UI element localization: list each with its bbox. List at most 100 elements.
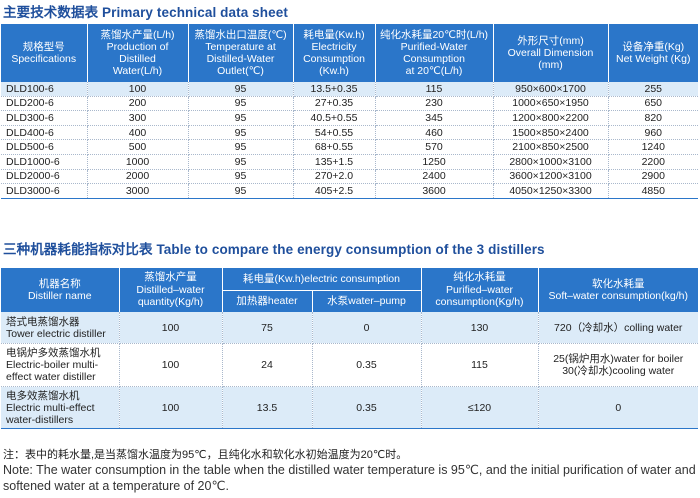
table-cell: 820 (608, 110, 698, 126)
table-cell: 1200×800×2200 (493, 110, 609, 126)
table-cell: 135+1.5 (293, 154, 376, 170)
table-cell: 115 (421, 343, 539, 387)
table-cell: 100 (87, 82, 189, 97)
note-english: Note: The water consumption in the table… (3, 463, 696, 493)
table-cell: DLD500-6 (1, 139, 88, 155)
table-cell: 95 (188, 96, 294, 112)
table-cell: 95 (188, 82, 294, 97)
table-row: DLD3000-6 3000 95 405+2.5 3600 4050×1250×3300… (1, 183, 698, 199)
table-cell: 270+2.0 (293, 169, 376, 185)
table-cell: 2100×850×2500 (493, 139, 609, 155)
table-cell: 2200 (608, 154, 698, 170)
col-header: 蒸馏水出口温度(℃) Temperature at Distilled-Water O… (188, 24, 294, 82)
table-row: DLD200-6 200 95 27+0.35 230 1000×650×1950 650 (1, 96, 698, 112)
table-cell: 13.5+0.35 (293, 82, 376, 97)
table-cell: 塔式电蒸馏水器 Tower electric distiller (1, 312, 120, 344)
col-header-soft-water: 软化水耗量 Soft–water consumption(kg/h) (538, 268, 698, 312)
col-header: 耗电量(Kw.h) Electricity Consumption (Kw.h) (293, 24, 376, 82)
table-cell: 54+0.55 (293, 125, 376, 141)
table-cell: 0 (538, 386, 698, 429)
table-cell: 460 (375, 125, 494, 141)
table-cell: 0.35 (312, 343, 422, 387)
table-cell: 100 (119, 312, 223, 344)
table-cell: 200 (87, 96, 189, 112)
table-row: 塔式电蒸馏水器 Tower electric distiller 100 75 0 130… (1, 312, 698, 344)
table-cell: ≤120 (421, 386, 539, 429)
table-cell: 400 (87, 125, 189, 141)
table-cell: 960 (608, 125, 698, 141)
table-cell: DLD2000-6 (1, 169, 88, 185)
table-cell: 95 (188, 125, 294, 141)
table-cell: 720（冷却水）colling water (538, 312, 698, 344)
table-cell: 25(锅炉用水)water for boiler 30(冷却水)cooling w… (538, 343, 698, 387)
table-cell: 100 (119, 386, 223, 429)
table-cell: 2900 (608, 169, 698, 185)
table-cell: 500 (87, 139, 189, 155)
table-cell: 电多效蒸馏水机 Electric multi-effect water-distil… (1, 386, 120, 429)
col-header: 规格型号 Specifications (1, 24, 88, 82)
table-cell: DLD3000-6 (1, 183, 88, 199)
col-header-electric-consumption: 耗电量(Kw.h)electric consumption (222, 268, 422, 291)
table-cell: 130 (421, 312, 539, 344)
table-cell: 1500×850×2400 (493, 125, 609, 141)
table-cell: 4050×1250×3300 (493, 183, 609, 199)
table-cell: 300 (87, 110, 189, 126)
table-cell: DLD200-6 (1, 96, 88, 112)
table2-title: 三种机器耗能指标对比表 Table to compare the energy … (3, 242, 545, 257)
table-cell: 0 (312, 312, 422, 344)
table-cell: DLD1000-6 (1, 154, 88, 170)
table-cell: 27+0.35 (293, 96, 376, 112)
table-cell: 2400 (375, 169, 494, 185)
col-header-water-pump: 水泵water–pump (312, 290, 422, 312)
table-row: 电锅炉多效蒸馏水机 Electric-boiler multi-effect wa… (1, 343, 698, 387)
table-cell: 95 (188, 139, 294, 155)
table-cell: DLD300-6 (1, 110, 88, 126)
table-cell: 95 (188, 183, 294, 199)
col-header: 外形尺寸(mm) Overall Dimension (mm) (493, 24, 609, 82)
col-header: 蒸馏水产量(L/h) Production of Distilled Water(L/… (87, 24, 189, 82)
col-header-quantity: 蒸馏水产量 Distilled–water quantity(Kg/h) (119, 268, 223, 312)
table-cell: 2800×1000×3100 (493, 154, 609, 170)
table-cell: 95 (188, 110, 294, 126)
table-row: DLD100-6 100 95 13.5+0.35 115 950×600×1700 255 (1, 82, 698, 97)
table-cell: 650 (608, 96, 698, 112)
table-cell: 3600 (375, 183, 494, 199)
table-cell: 405+2.5 (293, 183, 376, 199)
table-cell: 4850 (608, 183, 698, 199)
table-row: DLD1000-6 1000 95 135+1.5 1250 2800×1000×3100… (1, 154, 698, 170)
table-cell: 255 (608, 82, 698, 97)
table-row: DLD300-6 300 95 40.5+0.55 345 1200×800×2200 82… (1, 110, 698, 126)
col-header: 设备净重(Kg) Net Weight (Kg) (608, 24, 698, 82)
table-cell: 950×600×1700 (493, 82, 609, 97)
table-cell: 230 (375, 96, 494, 112)
table1-title: 主要技术数据表 Primary technical data sheet (3, 5, 288, 20)
table-cell: 电锅炉多效蒸馏水机 Electric-boiler multi-effect wa… (1, 343, 120, 387)
table-cell: 100 (119, 343, 223, 387)
table-cell: 0.35 (312, 386, 422, 429)
table-cell: 1250 (375, 154, 494, 170)
table-cell: 115 (375, 82, 494, 97)
col-header-heater: 加热器heater (222, 290, 313, 312)
table-cell: 40.5+0.55 (293, 110, 376, 126)
table-cell: 95 (188, 154, 294, 170)
note-chinese: 注：表中的耗水量,是当蒸馏水温度为95℃，且纯化水和软化水初始温度为20℃时。 (3, 449, 408, 461)
table-cell: DLD100-6 (1, 82, 88, 97)
table-cell: 68+0.55 (293, 139, 376, 155)
table-cell: 345 (375, 110, 494, 126)
technical-data-table: 规格型号 Specifications 蒸馏水产量(L/h) Production o… (1, 24, 698, 199)
table-cell: 2000 (87, 169, 189, 185)
energy-comparison-table: 机器名称 Distiller name 蒸馏水产量 Distilled–water q… (1, 268, 698, 429)
col-header-purified-water: 纯化水耗量 Purified–water consumption(Kg/h) (421, 268, 539, 312)
table-cell: 95 (188, 169, 294, 185)
table-cell: 570 (375, 139, 494, 155)
table-cell: 1000 (87, 154, 189, 170)
table-cell: 3600×1200×3100 (493, 169, 609, 185)
col-header-distiller-name: 机器名称 Distiller name (1, 268, 120, 312)
table-cell: 1240 (608, 139, 698, 155)
table-row: 电多效蒸馏水机 Electric multi-effect water-distil… (1, 386, 698, 429)
table-row: DLD400-6 400 95 54+0.55 460 1500×850×2400 960 (1, 125, 698, 141)
table-cell: 24 (222, 343, 313, 387)
table-cell: 3000 (87, 183, 189, 199)
table-cell: 13.5 (222, 386, 313, 429)
table-row: DLD2000-6 2000 95 270+2.0 2400 3600×1200×3100… (1, 169, 698, 185)
